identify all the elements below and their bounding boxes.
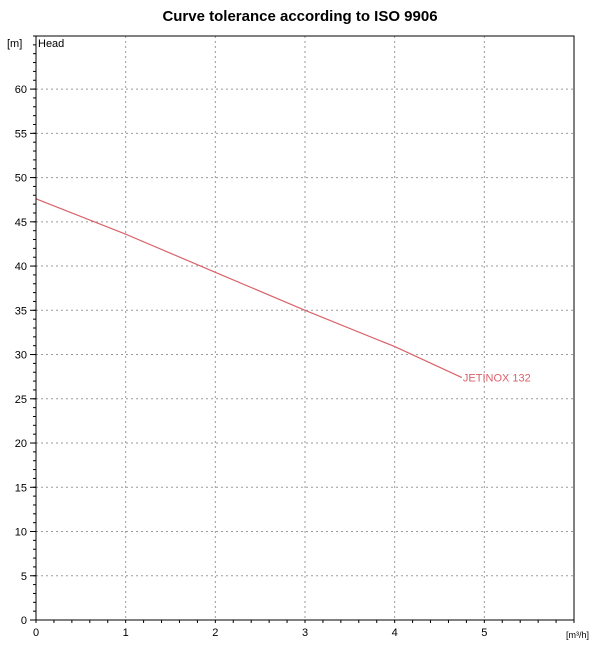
y-tick-label: 25 (15, 394, 27, 406)
chart-title: Curve tolerance according to ISO 9906 (162, 8, 438, 25)
x-tick-label: 2 (212, 627, 218, 639)
y-tick-label: 15 (15, 482, 27, 494)
y-tick-label: 35 (15, 305, 27, 317)
y-axis-label: Head (38, 38, 64, 50)
y-tick-label: 45 (15, 217, 27, 229)
y-tick-label: 60 (15, 84, 27, 96)
x-tick-label: 3 (302, 627, 308, 639)
y-tick-label: 50 (15, 173, 27, 185)
x-tick-label: 1 (123, 627, 129, 639)
x-tick-label: 0 (33, 627, 39, 639)
x-tick-label: 4 (392, 627, 398, 639)
x-axis-unit: [m³/h] (566, 630, 589, 640)
y-tick-label: 0 (21, 615, 27, 627)
y-tick-label: 10 (15, 527, 27, 539)
y-tick-label: 55 (15, 128, 27, 140)
series-line (35, 198, 463, 379)
grid (36, 36, 574, 620)
plot-frame (35, 35, 575, 621)
y-tick-label: 20 (15, 438, 27, 450)
x-tick-label: 5 (481, 627, 487, 639)
y-axis-unit: [m] (7, 38, 22, 50)
y-tick-label: 30 (15, 350, 27, 362)
series-label: JETINOX 132 (463, 373, 531, 385)
y-tick-label: 40 (15, 261, 27, 273)
y-tick-label: 5 (21, 571, 27, 583)
series-layer: JETINOX 132 (35, 198, 531, 385)
